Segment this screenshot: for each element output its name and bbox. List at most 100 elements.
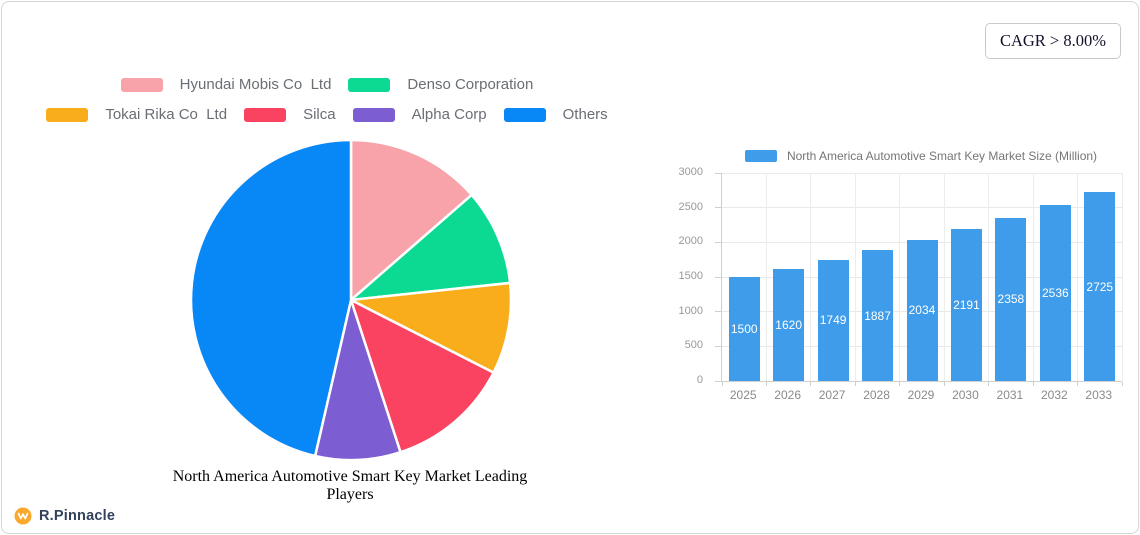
pie-chart bbox=[189, 138, 513, 462]
gridline-vertical bbox=[1032, 173, 1034, 381]
legend-swatch-silca bbox=[244, 107, 287, 122]
y-tick-label: 1000 bbox=[678, 304, 703, 317]
cagr-badge: CAGR > 8.00% bbox=[984, 23, 1121, 59]
bar-value-label: 2191 bbox=[953, 298, 980, 313]
legend-label-tokai-rika: Tokai Rika Co Ltd bbox=[105, 106, 228, 123]
y-tick-label: 2500 bbox=[678, 200, 703, 213]
legend-swatch-tokai-rika bbox=[46, 107, 89, 122]
bar-2033 bbox=[1084, 192, 1116, 381]
legend-item-others[interactable]: Others bbox=[503, 106, 608, 123]
x-axis-tick bbox=[1077, 382, 1079, 386]
bar-chart-plot: 1500 1620 1749 1887 2034 2191 2358 2536 2725 bbox=[715, 172, 1123, 386]
x-tick-label: 2025 bbox=[729, 388, 757, 402]
legend-swatch-alpha-corp bbox=[352, 107, 395, 122]
y-tick-label: 3000 bbox=[678, 166, 703, 178]
legend-label-others: Others bbox=[562, 106, 608, 123]
y-axis-tick bbox=[715, 207, 721, 209]
y-axis-tick bbox=[715, 345, 721, 347]
legend-label-denso: Denso Corporation bbox=[407, 76, 534, 93]
gridline-vertical bbox=[854, 173, 856, 381]
bar-2025 bbox=[728, 277, 760, 381]
legend-label-hyundai-mobis: Hyundai Mobis Co Ltd bbox=[179, 76, 332, 93]
x-tick-label: 2031 bbox=[996, 388, 1024, 402]
x-tick-label: 2032 bbox=[1040, 388, 1068, 402]
bar-x-axis-labels: 2025 2026 2027 2028 2029 2030 2031 2032 2033 bbox=[721, 388, 1121, 404]
bar-2027 bbox=[817, 259, 849, 381]
legend-item-tokai-rika[interactable]: Tokai Rika Co Ltd bbox=[46, 106, 227, 123]
legend-swatch-others bbox=[503, 107, 546, 122]
legend-item-silca[interactable]: Silca bbox=[244, 106, 336, 123]
pie-legend-row-2: Tokai Rika Co Ltd Silca Alpha Corp Other… bbox=[46, 106, 608, 123]
bar-2030 bbox=[950, 229, 982, 381]
pie-legend: Hyundai Mobis Co Ltd Denso Corporation T… bbox=[17, 76, 637, 123]
x-axis-tick bbox=[988, 382, 990, 386]
pie-slice-others bbox=[189, 138, 353, 458]
y-axis-tick bbox=[715, 172, 721, 174]
x-tick-label: 2026 bbox=[774, 388, 801, 402]
bar-value-label: 2034 bbox=[908, 303, 936, 318]
gridline-vertical bbox=[765, 173, 767, 381]
bar-y-axis-labels: 0 500 1000 1500 2000 2500 3000 bbox=[657, 166, 713, 387]
y-tick-label: 2000 bbox=[678, 235, 703, 248]
gridline-horizontal bbox=[722, 207, 1122, 209]
y-tick-label: 0 bbox=[696, 374, 703, 386]
bar-value-label: 1500 bbox=[730, 322, 758, 336]
bar-value-label: 1620 bbox=[775, 317, 802, 332]
bar-value-label: 2725 bbox=[1086, 279, 1114, 294]
y-tick-label: 500 bbox=[684, 339, 703, 352]
gridline-vertical bbox=[1077, 173, 1079, 381]
bar-value-label: 1749 bbox=[819, 313, 847, 328]
pinnacle-logo-icon bbox=[14, 507, 32, 525]
x-tick-label: 2030 bbox=[952, 388, 979, 402]
pie-slice-alpha-corp bbox=[313, 298, 402, 462]
x-tick-label: 2028 bbox=[863, 388, 890, 402]
y-axis-tick bbox=[715, 311, 721, 313]
gridline-horizontal bbox=[722, 172, 1122, 174]
bar-2032 bbox=[1039, 205, 1071, 381]
bar-2028 bbox=[862, 250, 894, 381]
bar-value-label: 2358 bbox=[997, 292, 1025, 307]
legend-label-silca: Silca bbox=[303, 106, 336, 123]
legend-swatch-denso bbox=[348, 77, 391, 92]
legend-swatch-hyundai-mobis bbox=[120, 77, 163, 92]
x-axis-tick bbox=[1121, 382, 1123, 386]
bar-value-label: 1887 bbox=[864, 308, 891, 323]
pie-legend-row-1: Hyundai Mobis Co Ltd Denso Corporation bbox=[120, 76, 533, 93]
brand-name: R.Pinnacle bbox=[39, 508, 116, 524]
gridline-vertical bbox=[1121, 173, 1123, 381]
pie-slice-hyundai-mobis-co-ltd bbox=[349, 138, 473, 302]
gridline-vertical bbox=[810, 173, 812, 381]
pie-slice-silca bbox=[349, 298, 495, 454]
x-tick-label: 2029 bbox=[907, 388, 935, 402]
bar-2029 bbox=[906, 239, 938, 381]
x-axis-tick bbox=[765, 382, 767, 386]
gridline-vertical bbox=[899, 173, 901, 381]
gridline-vertical bbox=[988, 173, 990, 381]
gridline-vertical bbox=[943, 173, 945, 381]
y-tick-label: 1500 bbox=[678, 270, 703, 282]
legend-item-alpha-corp[interactable]: Alpha Corp bbox=[352, 106, 487, 123]
x-axis-tick bbox=[899, 382, 901, 386]
bar-2026 bbox=[773, 268, 805, 381]
bar-legend-swatch bbox=[744, 150, 777, 162]
bar-legend-label: North America Automotive Smart Key Marke… bbox=[786, 149, 1098, 163]
x-axis-tick bbox=[943, 382, 945, 386]
x-axis-tick bbox=[721, 382, 723, 386]
bar-2031 bbox=[995, 217, 1027, 381]
y-axis-tick bbox=[715, 380, 721, 382]
bar-legend[interactable]: North America Automotive Smart Key Marke… bbox=[721, 149, 1121, 163]
pie-slice-denso-corporation bbox=[349, 193, 512, 302]
cagr-badge-label: CAGR > 8.00% bbox=[999, 31, 1106, 50]
brand-logo: R.Pinnacle bbox=[14, 507, 115, 525]
x-axis-tick bbox=[854, 382, 856, 386]
legend-item-denso[interactable]: Denso Corporation bbox=[348, 76, 533, 93]
bar-value-label: 2536 bbox=[1041, 286, 1069, 301]
pie-chart-title: North America Automotive Smart Key Marke… bbox=[172, 468, 528, 503]
y-axis-tick bbox=[715, 241, 721, 243]
x-axis-tick bbox=[1032, 382, 1034, 386]
legend-item-hyundai-mobis[interactable]: Hyundai Mobis Co Ltd bbox=[120, 76, 332, 93]
x-axis-tick bbox=[810, 382, 812, 386]
pie-slice-tokai-rika-co-ltd bbox=[349, 281, 513, 374]
x-tick-label: 2027 bbox=[818, 388, 846, 402]
